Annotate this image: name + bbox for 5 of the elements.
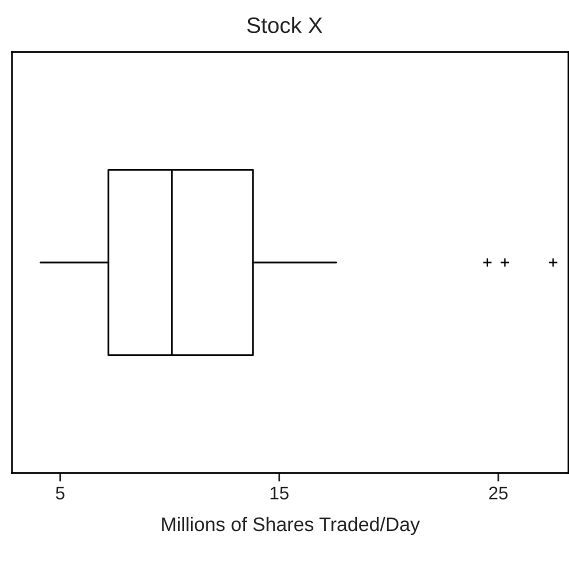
x-axis-title: Millions of Shares Traded/Day (162, 516, 420, 536)
x-tick-label: 15 (270, 486, 289, 500)
x-tick-label: 25 (489, 486, 508, 500)
chart-title: Stock X (247, 16, 322, 34)
x-tick-label: 5 (56, 486, 64, 500)
